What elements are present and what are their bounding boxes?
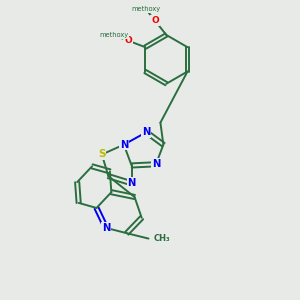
Text: N: N (102, 223, 110, 233)
Text: methoxy: methoxy (99, 32, 128, 38)
Text: S: S (98, 149, 106, 160)
Text: methoxy: methoxy (132, 6, 161, 12)
Text: O: O (124, 36, 132, 45)
Text: N: N (142, 127, 151, 137)
Text: N: N (120, 140, 128, 150)
Text: N: N (152, 159, 160, 169)
Text: N: N (128, 178, 136, 188)
Text: O: O (151, 16, 159, 25)
Text: CH₃: CH₃ (154, 234, 170, 243)
